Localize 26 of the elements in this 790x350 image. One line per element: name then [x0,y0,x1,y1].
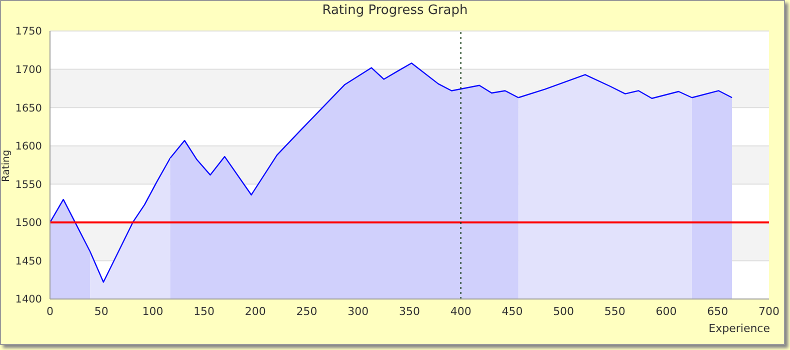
y-axis-title: Rating [1,150,12,182]
x-tick-label: 450 [502,304,523,318]
y-tick-label: 1500 [15,217,42,230]
y-tick-label: 1600 [15,140,42,153]
chart-title: Rating Progress Graph [321,3,469,18]
x-tick-label: 150 [194,304,215,318]
x-tick-label: 300 [348,304,369,318]
x-tick-label: 200 [244,304,266,318]
x-tick-label: 350 [399,304,420,318]
x-tick-label: 100 [142,304,164,318]
x-tick-label: 500 [553,304,574,318]
y-tick-label: 1400 [15,294,42,306]
y-tick-label: 1550 [15,178,42,191]
x-tick-label: 700 [758,304,780,318]
x-tick-label: 400 [450,304,472,318]
x-tick-label: 600 [656,304,677,318]
y-tick-label: 1700 [15,64,42,76]
x-tick-label: 50 [94,304,108,318]
x-tick-label: 250 [296,304,318,318]
y-tick-label: 1650 [15,102,42,114]
x-tick-label: 550 [604,304,626,318]
x-axis-title: Experience [708,322,770,335]
x-tick-label: 650 [707,304,728,318]
y-tick-label: 1750 [15,26,42,38]
y-tick-label: 1450 [15,255,42,268]
x-tick-label: 0 [46,304,54,318]
